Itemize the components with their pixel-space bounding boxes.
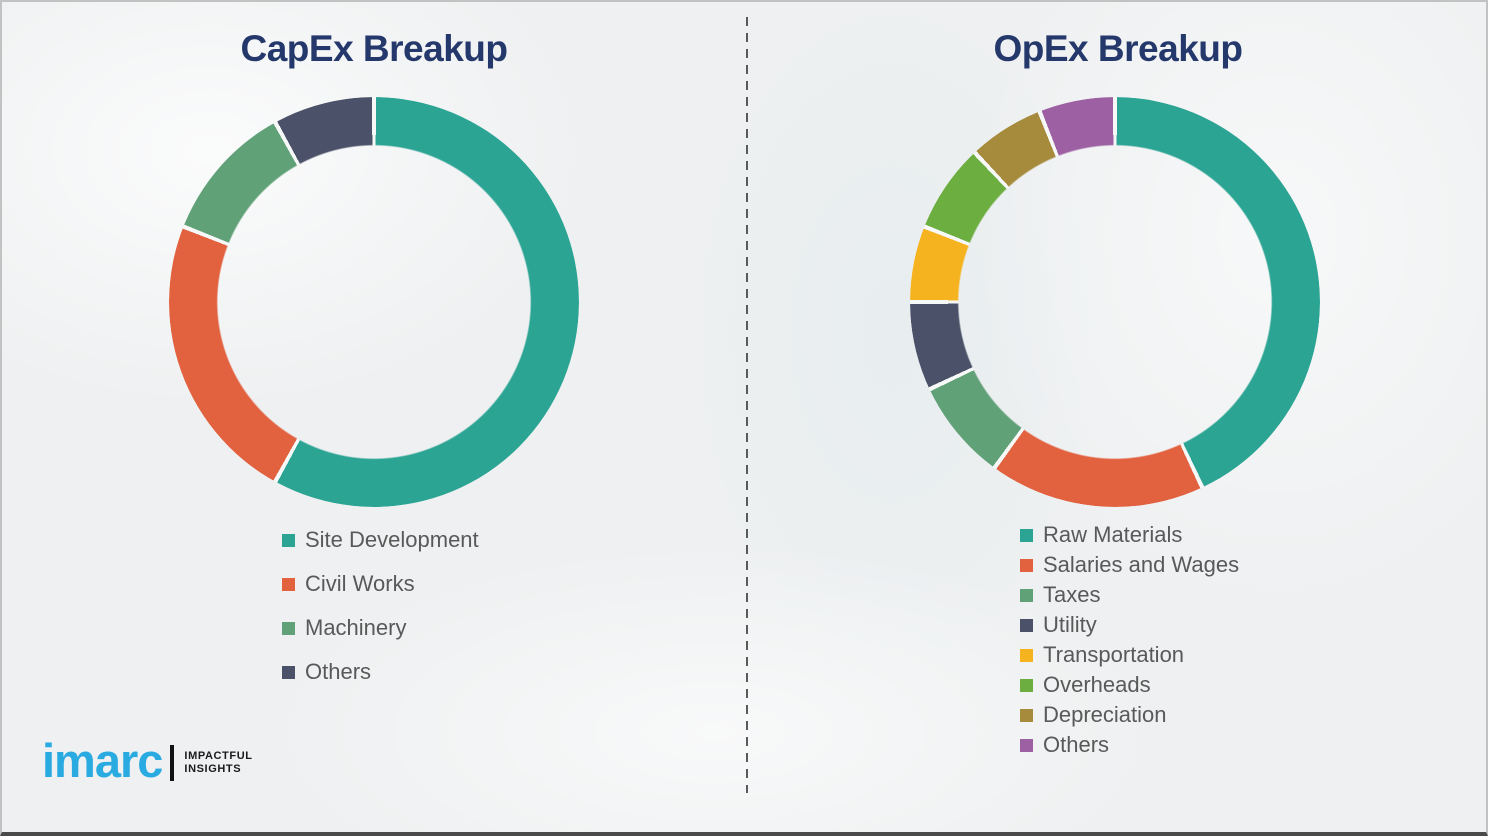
legend-label: Others: [305, 659, 372, 684]
logo-tagline: IMPACTFUL INSIGHTS: [184, 750, 252, 776]
legend-swatch: [282, 665, 295, 679]
capex-donut-chart: [169, 97, 579, 507]
legend-item: Raw Materials: [1020, 520, 1239, 550]
imarc-logo: imarc IMPACTFUL INSIGHTS: [42, 735, 253, 784]
legend-swatch: [1020, 678, 1033, 692]
legend-swatch: [282, 621, 295, 635]
legend-label: Site Development: [305, 527, 479, 552]
legend-item: Others: [282, 650, 479, 694]
legend-swatch: [1020, 648, 1033, 662]
legend-label: Others: [1043, 732, 1110, 757]
legend-swatch: [1020, 528, 1033, 542]
logo-tagline-line1: IMPACTFUL: [184, 749, 253, 762]
opex-donut-chart: [910, 97, 1320, 507]
opex-legend: Raw Materials Salaries and Wages Taxes Util…: [1020, 520, 1239, 760]
legend-swatch: [1020, 708, 1033, 722]
legend-label: Utility: [1043, 612, 1097, 637]
legend-item: Salaries and Wages: [1020, 550, 1239, 580]
legend-label: Transportation: [1043, 642, 1185, 667]
dashed-divider: [746, 17, 748, 793]
legend-item: Machinery: [282, 606, 479, 650]
capex-panel: CapEx Breakup Site Development Civil Work…: [2, 2, 746, 832]
capex-legend: Site Development Civil Works Machinery Othe…: [282, 518, 479, 694]
legend-label: Civil Works: [305, 571, 415, 596]
legend-item: Others: [1020, 730, 1239, 760]
legend-swatch: [282, 577, 295, 591]
legend-label: Raw Materials: [1043, 522, 1183, 547]
legend-swatch: [1020, 618, 1033, 632]
legend-label: Taxes: [1043, 582, 1101, 607]
legend-item: Overheads: [1020, 670, 1239, 700]
legend-swatch: [1020, 738, 1033, 752]
legend-item: Site Development: [282, 518, 479, 562]
legend-swatch: [1020, 558, 1033, 572]
logo-divider-bar: [170, 744, 175, 781]
legend-label: Depreciation: [1043, 702, 1167, 727]
opex-title: OpEx Breakup: [993, 28, 1243, 69]
logo-tagline-line2: INSIGHTS: [184, 762, 242, 775]
legend-item: Civil Works: [282, 562, 479, 606]
opex-panel: OpEx Breakup Raw Materials Salaries and W…: [746, 2, 1486, 832]
legend-item: Transportation: [1020, 640, 1239, 670]
legend-item: Utility: [1020, 610, 1239, 640]
imarc-wordmark: imarc: [42, 734, 163, 787]
legend-label: Machinery: [305, 615, 407, 640]
legend-swatch: [1020, 588, 1033, 602]
legend-label: Salaries and Wages: [1043, 552, 1240, 577]
legend-item: Taxes: [1020, 580, 1239, 610]
legend-swatch: [282, 533, 295, 547]
legend-item: Depreciation: [1020, 700, 1239, 730]
capex-title: CapEx Breakup: [240, 28, 509, 69]
legend-label: Overheads: [1043, 672, 1151, 697]
